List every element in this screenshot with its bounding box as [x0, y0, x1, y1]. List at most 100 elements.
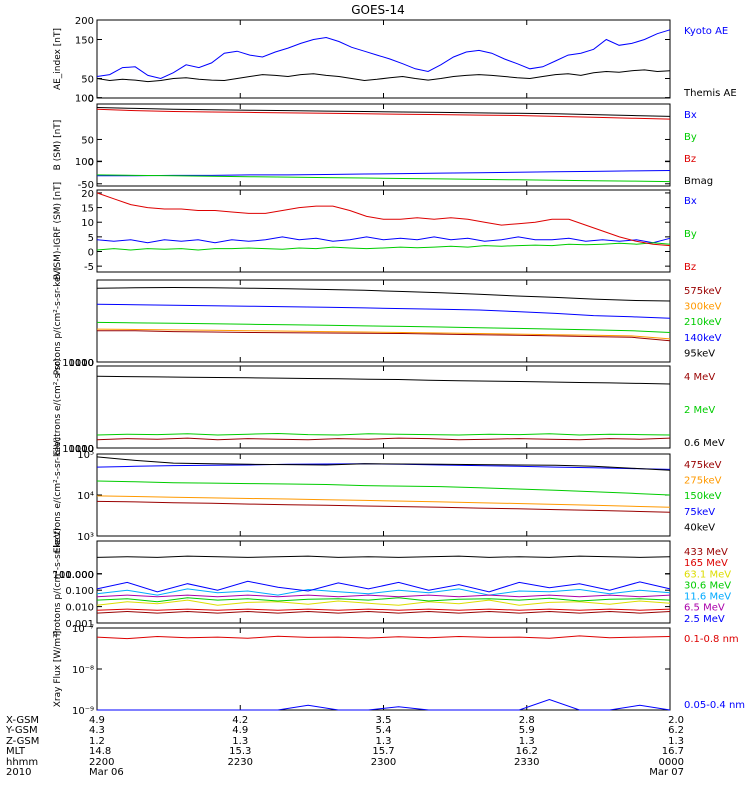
y-axis-label: B (SM) [nT]: [53, 120, 63, 171]
y-tick-label: 10.000: [59, 570, 94, 581]
legend-entry: Kyoto AE: [684, 26, 728, 37]
legend-entry: 4 MeV: [684, 372, 715, 383]
orbit-row-label: Y-GSM: [5, 725, 38, 736]
series-line-63-1-mev: [96, 599, 671, 606]
legend-entry: 150keV: [684, 491, 722, 502]
y-tick-label: 0.010: [65, 603, 94, 614]
orbit-value: 5.4: [376, 725, 392, 736]
orbit-value: 4.9: [89, 715, 105, 726]
orbit-value: 2330: [514, 757, 539, 768]
series-line-30-6-mev: [96, 597, 671, 603]
legend-entry: 75keV: [684, 507, 715, 518]
legend-entry: 11.6 MeV: [684, 592, 731, 603]
y-axis-label: AE_index [nT]: [53, 28, 63, 90]
legend-entry: 0.05-0.4 nm: [684, 700, 745, 711]
orbit-value: Mar 07: [649, 767, 684, 778]
legend-entry: 6.5 MeV: [684, 603, 725, 614]
series-line-2-mev: [96, 432, 671, 436]
legend-entry: 433 MeV: [684, 547, 728, 558]
orbit-row-label: hhmm: [6, 757, 38, 768]
panel-bsm: -50 0 50 100 B (SM) [nT] Bx By Bz Bmag: [53, 103, 713, 191]
legend-entry: 575keV: [684, 286, 722, 297]
orbit-value: 1.2: [89, 736, 105, 747]
orbit-value: 3.5: [376, 715, 392, 726]
orbit-row-label: Z-GSM: [6, 736, 39, 747]
y-tick-label: 10: [81, 358, 94, 369]
orbit-value: 2300: [371, 757, 396, 768]
legend-entry: 275keV: [684, 476, 722, 487]
panel-frame: [96, 279, 671, 363]
series-line-275kev: [96, 495, 671, 508]
series-line-kyoto-ae: [96, 29, 671, 80]
series-line-95kev: [96, 286, 671, 302]
orbit-row-label: 2010: [6, 767, 31, 778]
y-tick-label: 1000: [69, 358, 94, 369]
orbit-value: 1.3: [376, 736, 392, 747]
orbit-value: 6.2: [668, 725, 684, 736]
orbit-value: 4.2: [232, 715, 248, 726]
series-line-bz: [96, 108, 671, 120]
legend-entry: 95keV: [684, 348, 715, 359]
series-line-0-05-0-4-nm: [97, 698, 671, 711]
series-line-bx: [96, 236, 671, 244]
y-tick-label: 15: [81, 204, 94, 215]
y-tick-label: 10: [81, 218, 94, 229]
panel-frame: [96, 19, 671, 99]
legend-entry: 2 MeV: [684, 405, 715, 416]
series-line-4-mev: [96, 437, 671, 441]
legend-entry: By: [684, 229, 697, 240]
legend-entry: 165 MeV: [684, 558, 728, 569]
panel-xray: 10⁻⁹ 10⁻⁸ 10⁻⁷ Xray Flux [W/m²] 0.1-0.8 nm 0.…: [53, 624, 745, 717]
legend-entry: 63.1 MeV: [684, 569, 731, 580]
series-line-11-6-mev: [96, 588, 671, 596]
series-line-by: [96, 242, 671, 251]
series-line-140kev: [96, 303, 671, 319]
y-tick-label: 0.100: [65, 586, 94, 597]
series-line-0-1-0-8-nm: [96, 635, 671, 640]
y-tick-label: 100: [75, 157, 94, 168]
orbit-value: 15.7: [372, 746, 394, 757]
y-tick-label: 100: [75, 444, 94, 455]
y-tick-label: 150: [75, 36, 94, 47]
legend-entry: Bz: [684, 154, 696, 165]
y-tick-label: 0.001: [65, 619, 94, 630]
series-line-bmag: [96, 107, 671, 117]
y-tick-label: -5: [84, 262, 94, 273]
orbit-value: 2230: [228, 757, 253, 768]
y-tick-label: 10⁻⁹: [72, 706, 94, 717]
series-line-bx: [97, 170, 671, 177]
series-line-2-5-mev: [96, 580, 671, 593]
series-line-165-mev: [96, 608, 671, 611]
orbit-value: 1.3: [668, 736, 684, 747]
orbit-row-label: X-GSM: [6, 715, 39, 726]
legend-entry: 30.6 MeV: [684, 580, 731, 591]
legend-entry: Bx: [684, 196, 697, 207]
series-line-themis-ae: [96, 69, 671, 83]
y-axis-label: Xray Flux [W/m²]: [53, 631, 63, 707]
orbit-value: 1.3: [232, 736, 248, 747]
y-tick-label: 0: [88, 94, 94, 105]
series-line-475kev: [96, 500, 671, 513]
chart-title: GOES-14: [351, 3, 405, 17]
legend-entry: Bz: [684, 262, 696, 273]
legend-entry: 2.5 MeV: [684, 614, 725, 625]
panel-protons2: 0.001 0.010 0.100 1.00010.000100.000Protons…: [53, 528, 732, 637]
legend-entry: Bx: [684, 110, 697, 121]
orbit-value: 15.3: [229, 746, 251, 757]
orbit-value: 4.3: [89, 725, 105, 736]
legend-entry: 40keV: [684, 522, 715, 533]
y-tick-label: 50: [81, 75, 94, 86]
orbit-value: 1.3: [519, 736, 535, 747]
y-tick-label: 50: [81, 135, 94, 146]
y-tick-label: 10: [81, 444, 94, 455]
series-line-210kev: [96, 321, 671, 333]
panel-frame: [96, 540, 671, 624]
y-tick-label: 20: [81, 189, 94, 200]
panel-frame: [96, 189, 671, 273]
y-tick-label: 200: [75, 16, 94, 27]
orbit-value: 2.0: [668, 715, 684, 726]
legend-entry: Themis AE: [683, 88, 737, 99]
y-axis-label: Electrons e/(cm²-s-sr): [53, 359, 63, 456]
